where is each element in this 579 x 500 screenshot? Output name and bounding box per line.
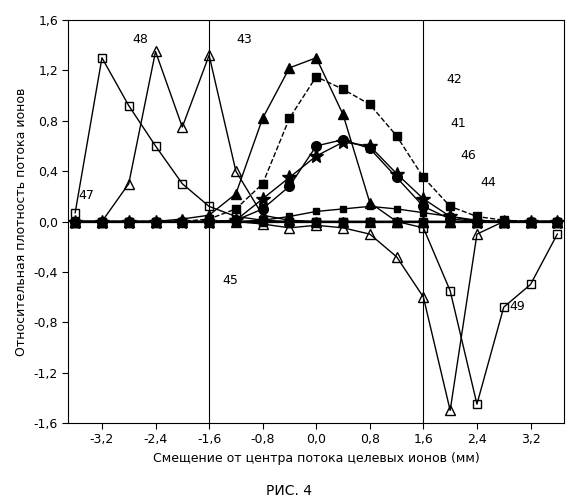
Text: 41: 41 [450,117,466,130]
Y-axis label: Относительная плотность потока ионов: Относительная плотность потока ионов [15,88,28,356]
Text: 43: 43 [236,32,252,46]
Text: 47: 47 [79,189,94,202]
Text: 42: 42 [447,73,463,86]
Text: 45: 45 [222,274,239,287]
Text: 44: 44 [481,176,496,189]
Text: 48: 48 [132,32,148,46]
Text: 49: 49 [509,300,525,312]
Text: 46: 46 [460,148,476,162]
X-axis label: Смещение от центра потока целевых ионов (мм): Смещение от центра потока целевых ионов … [153,452,479,465]
Text: РИС. 4: РИС. 4 [266,484,313,498]
